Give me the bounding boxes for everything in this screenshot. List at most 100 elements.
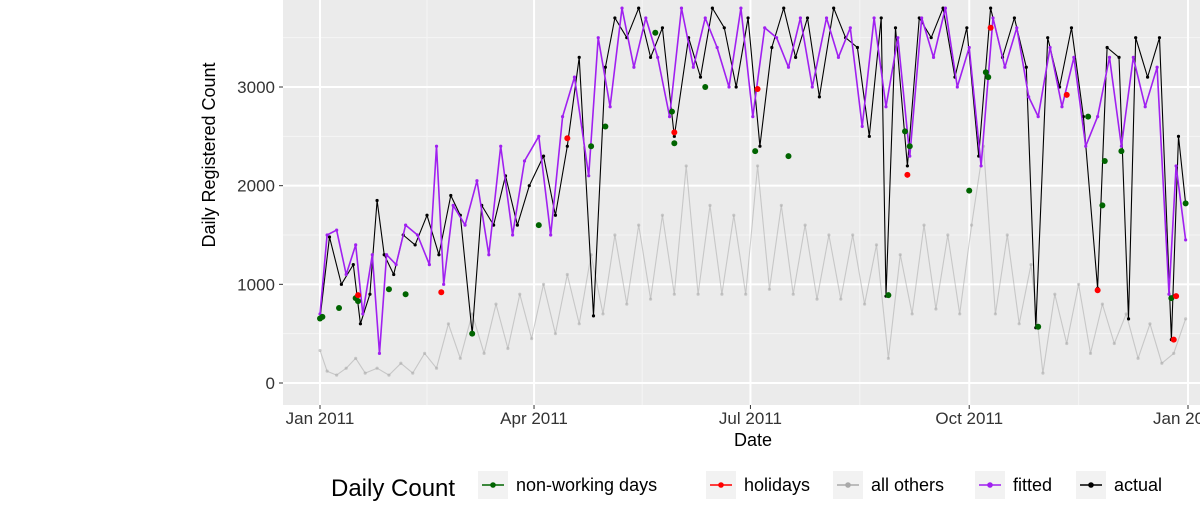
data-point xyxy=(423,351,427,355)
data-point xyxy=(515,223,519,227)
data-point xyxy=(1119,144,1124,148)
legend-entry: fitted xyxy=(975,471,1052,499)
series-holidays xyxy=(355,24,1180,343)
legend-label: non-working days xyxy=(516,475,657,495)
data-point xyxy=(896,36,900,40)
legend-key-point xyxy=(1088,482,1094,488)
series-actual xyxy=(318,6,1188,342)
data-point xyxy=(758,144,762,148)
data-point xyxy=(1182,200,1189,207)
data-point xyxy=(867,134,871,138)
data-point xyxy=(1035,323,1042,330)
data-point xyxy=(710,6,714,10)
data-point xyxy=(848,26,852,30)
data-point xyxy=(905,164,909,168)
data-point xyxy=(684,164,688,168)
data-point xyxy=(370,253,374,257)
data-point xyxy=(596,36,600,40)
data-point xyxy=(1094,287,1101,294)
data-point xyxy=(375,366,379,370)
data-point xyxy=(1174,164,1178,168)
y-tick-label: 1000 xyxy=(237,275,275,294)
data-point xyxy=(774,36,779,40)
data-point xyxy=(404,223,408,227)
data-point xyxy=(656,55,660,60)
data-point xyxy=(671,129,678,136)
plot-panel xyxy=(283,0,1200,405)
data-point xyxy=(434,144,439,148)
data-point xyxy=(565,272,569,277)
axis-layer: 0 1000 2000 3000 Jan 2011 Apr 2011 Jul 2011 Oct… xyxy=(237,78,1200,428)
data-point xyxy=(836,55,841,60)
data-point xyxy=(874,243,879,247)
data-point xyxy=(1101,158,1108,164)
data-point xyxy=(382,253,386,257)
data-point xyxy=(620,6,624,10)
data-point xyxy=(739,6,743,10)
data-point xyxy=(1157,36,1162,40)
data-point xyxy=(351,263,355,267)
data-point xyxy=(469,330,476,337)
data-point xyxy=(815,297,819,301)
data-point xyxy=(1107,55,1112,60)
data-point xyxy=(560,115,565,119)
data-point xyxy=(910,312,914,316)
data-point xyxy=(344,366,348,370)
data-point xyxy=(344,272,348,277)
data-point xyxy=(720,292,724,296)
data-point xyxy=(458,356,462,360)
data-point xyxy=(1184,238,1188,242)
series-all-others xyxy=(318,144,1188,377)
data-point xyxy=(368,292,372,296)
legend-entry: holidays xyxy=(706,471,810,499)
data-point xyxy=(603,65,607,69)
data-point xyxy=(637,6,641,10)
data-point xyxy=(786,65,791,69)
data-point xyxy=(354,356,358,360)
series-line xyxy=(319,7,1187,355)
data-point xyxy=(355,298,362,305)
data-point xyxy=(1017,322,1021,326)
legend-key-point xyxy=(490,482,496,488)
data-point xyxy=(1168,295,1175,302)
data-point xyxy=(770,45,774,50)
data-point xyxy=(1134,36,1138,40)
data-point xyxy=(511,233,515,237)
data-point xyxy=(872,16,876,20)
data-point xyxy=(1036,115,1040,119)
data-point xyxy=(392,272,396,277)
data-point xyxy=(1029,263,1033,267)
data-point xyxy=(698,75,703,79)
data-point xyxy=(1072,55,1076,60)
data-point xyxy=(644,16,648,20)
data-point xyxy=(906,143,913,150)
data-point xyxy=(487,253,491,257)
data-point xyxy=(1167,292,1171,296)
data-point xyxy=(601,312,605,316)
legend-label: actual xyxy=(1114,475,1162,495)
legend-label: fitted xyxy=(1013,475,1052,495)
data-point xyxy=(499,144,503,148)
data-point xyxy=(541,282,546,286)
data-point xyxy=(463,223,467,227)
legend-entry: all others xyxy=(833,471,944,499)
series-line xyxy=(319,7,1187,341)
data-point xyxy=(1027,95,1031,99)
data-point xyxy=(506,346,510,351)
data-point xyxy=(451,203,455,207)
data-point xyxy=(335,373,339,377)
data-point xyxy=(572,75,577,79)
y-tick-label: 0 xyxy=(266,374,275,393)
data-point xyxy=(325,233,329,237)
series-fitted xyxy=(318,6,1188,355)
data-point xyxy=(358,322,363,326)
data-point xyxy=(660,26,665,30)
data-point xyxy=(377,351,382,355)
data-point xyxy=(732,213,736,217)
data-point xyxy=(1088,351,1093,355)
data-point xyxy=(827,233,831,237)
data-point xyxy=(982,69,989,76)
data-point xyxy=(754,85,761,92)
data-point xyxy=(696,292,700,296)
data-point xyxy=(917,16,921,20)
